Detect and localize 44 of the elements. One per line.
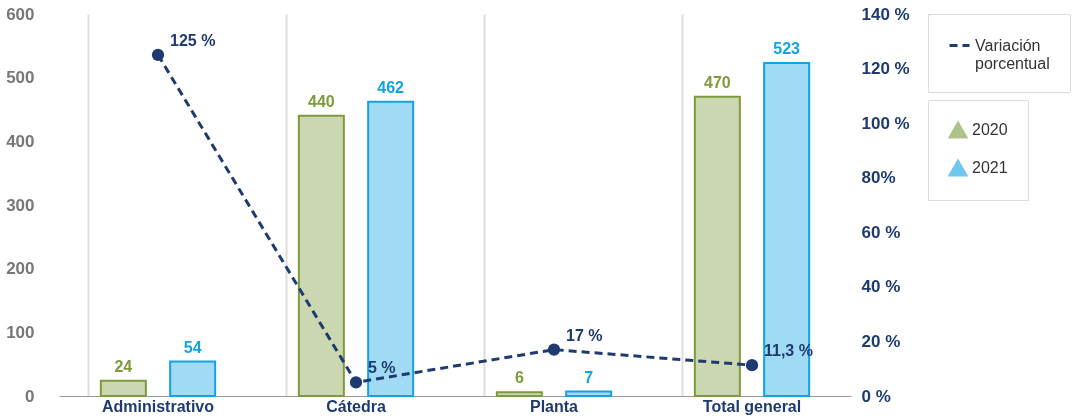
bar [763,62,811,397]
data-label: 6 [514,369,524,387]
y-tick-label: 500 [6,68,35,88]
data-label: 462 [377,78,405,96]
data-label: 24 [114,357,133,375]
x-tick-label: Total general [702,397,802,415]
bar [495,391,543,397]
x-tick-label: Planta [529,397,579,415]
y2-tick-label: 0 % [861,386,891,406]
bar [169,360,217,397]
y2-tick-label: 60 % [861,222,901,242]
point [745,359,759,372]
bar [367,100,415,397]
data-label: 523 [773,40,801,58]
y2-tick-label: 140 % [861,4,910,24]
point [547,343,561,356]
y2-tick-label: 80% [861,168,896,188]
y2-tick-label: 20 % [861,331,901,351]
bar [297,114,345,397]
y2-tick-label: 120 % [861,59,910,79]
y-tick-label: 600 [6,4,35,24]
point [151,48,165,62]
legend-label: 2021 [972,159,1008,176]
bar [565,390,613,397]
y-tick-label: 400 [6,131,35,151]
data-label: 54 [183,338,202,356]
legend-label: Variación porcentual [975,36,1050,72]
data-label: 125 % [170,31,216,49]
legend-label: 2020 [972,121,1008,138]
x-tick-label: Cátedra [326,397,386,415]
data-label: 470 [704,73,731,91]
y2-tick-label: 40 % [861,277,901,297]
data-label: 17 % [566,326,603,344]
bar [693,95,741,397]
y-tick-label: 100 [6,322,35,342]
point [349,376,363,389]
y-tick-label: 200 [6,259,35,279]
x-tick-label: Administrativo [101,397,215,415]
y-tick-label: 300 [6,195,35,215]
data-label: 440 [308,92,335,110]
y2-tick-label: 100 % [861,113,910,133]
y-tick-label: 0 [25,386,35,406]
bar [99,379,147,397]
data-label: 7 [584,368,594,386]
